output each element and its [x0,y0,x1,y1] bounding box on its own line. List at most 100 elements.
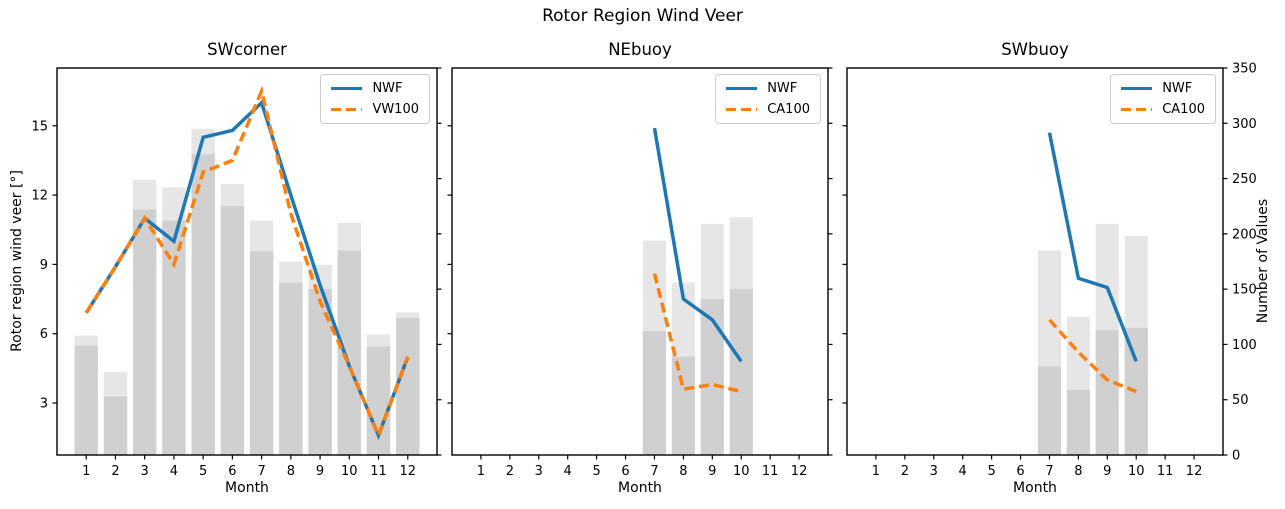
bar-lower-month-2 [103,396,128,455]
legend-entry-nwf: NWF [1121,81,1205,96]
x-tick-label: 3 [535,464,543,479]
y-right-tick-label: 50 [1232,393,1249,408]
line-ca100 [1048,318,1137,394]
legend-label: VW100 [372,102,419,117]
x-tick-label: 6 [1016,464,1024,479]
legend-line-sample-dashed-icon [726,107,758,112]
y-left-tick-label: 12 [31,189,48,204]
bar-lower-month-7 [249,251,274,455]
x-tick-label: 8 [287,464,295,479]
bar-lower-month-8 [1066,389,1090,455]
x-tick-label: 6 [228,464,236,479]
bar-lower-month-7 [1037,366,1061,455]
x-tick-label: 8 [1074,464,1082,479]
x-tick-label: 10 [341,464,358,479]
x-tick-label: 2 [111,464,119,479]
subplot-swcorner: SWcorner 1 2 3 4 5 6 7 8 9 10 11 12 3 6 9 12 15 NWF VW100… [31,0,442,509]
x-tick-label: 9 [1103,464,1111,479]
x-axis-label: Month [1013,480,1057,496]
x-tick-label: 4 [170,464,178,479]
y-right-tick-label: 150 [1232,283,1257,298]
x-tick-label: 9 [708,464,716,479]
x-tick-label: 10 [733,464,750,479]
bar-lower-month-8 [279,282,303,455]
x-tick-label: 12 [1186,464,1203,479]
x-tick-label: 1 [477,464,485,479]
line-vw100 [84,85,410,441]
bar-lower-month-9 [1095,330,1119,455]
y-right-tick-label: 100 [1232,338,1257,353]
figure-title: Rotor Region Wind Veer [542,6,743,26]
line-nwf [652,127,743,363]
legend-label: NWF [767,81,798,96]
x-tick-label: 4 [564,464,572,479]
bar-lower-month-8 [671,356,695,455]
bar-lower-month-4 [162,220,186,455]
legend-line-sample-dashed-icon [1121,107,1153,112]
x-tick-label: 5 [199,464,207,479]
x-tick-label: 1 [872,464,880,479]
legend: NWF CA100 [1110,74,1216,124]
line-nwf [1047,132,1138,363]
bar-lower-month-10 [1124,327,1148,455]
x-axis-label: Month [225,480,269,496]
legend-entry-vw100: VW100 [331,102,419,117]
bar-lower-month-11 [366,346,391,455]
x-tick-label: 11 [370,464,387,479]
bar-lower-month-7 [642,331,666,455]
axes-frame [846,67,1224,456]
legend-line-sample-solid-icon [726,86,758,91]
legend-entry-nwf: NWF [331,81,419,96]
y-left-tick-label: 3 [40,397,48,412]
bar-lower-month-1 [74,345,98,455]
legend-entry-nwf: NWF [726,81,810,96]
y-right-tick-label: 200 [1232,227,1257,242]
bar-lower-month-10 [337,250,361,455]
y-right-tick-label: 300 [1232,117,1257,132]
legend-entry-ca100: CA100 [1121,102,1205,117]
x-tick-label: 9 [316,464,324,479]
bar-lower-month-10 [729,289,753,455]
legend-label: CA100 [767,102,810,117]
subplot-nebuoy: NEbuoy 1 2 3 4 5 6 7 8 9 10 11 12 NWF CA100 Month [447,0,833,509]
x-tick-label: 7 [1045,464,1053,479]
x-tick-label: 3 [141,464,149,479]
x-tick-label: 11 [1157,464,1174,479]
legend-line-sample-solid-icon [1121,86,1153,91]
line-nwf [84,99,410,441]
x-tick-label: 4 [959,464,967,479]
legend-line-sample-solid-icon [331,86,363,91]
legend-label: NWF [372,81,403,96]
x-tick-label: 12 [791,464,808,479]
x-tick-label: 2 [506,464,514,479]
line-ca100 [652,273,742,394]
y-right-tick-label: 350 [1232,62,1257,77]
x-tick-label: 3 [930,464,938,479]
bar-lower-month-6 [220,206,245,455]
plot-area: 1 2 3 4 5 6 7 8 9 10 11 12 [447,67,833,479]
x-tick-label: 7 [257,464,265,479]
y-left-tick-label: 9 [40,258,48,273]
axes-frame [451,67,829,456]
subplot-swbuoy: SWbuoy 1 2 3 4 5 6 7 8 9 10 11 12 0 50 100 150 200 250 300… [842,0,1257,509]
x-tick-label: 2 [901,464,909,479]
x-tick-label: 12 [399,464,416,479]
y-right-tick-label: 250 [1232,172,1257,187]
y-left-tick-label: 15 [31,119,48,134]
bar-lower-month-5 [191,154,215,455]
subplot-title: SWbuoy [1001,40,1069,59]
bar-lower-month-12 [396,317,420,455]
axes-frame [56,67,438,456]
bar-lower-month-9 [308,289,332,455]
legend: NWF VW100 [320,74,430,124]
legend-label: NWF [1162,81,1193,96]
y-right-tick-label: 0 [1232,449,1240,464]
y-axis-label-left: Rotor region wind veer [°] [9,170,25,352]
x-axis-label: Month [618,480,662,496]
x-tick-label: 11 [762,464,779,479]
x-tick-label: 1 [82,464,90,479]
subplot-title: NEbuoy [608,40,672,59]
x-tick-label: 7 [650,464,658,479]
